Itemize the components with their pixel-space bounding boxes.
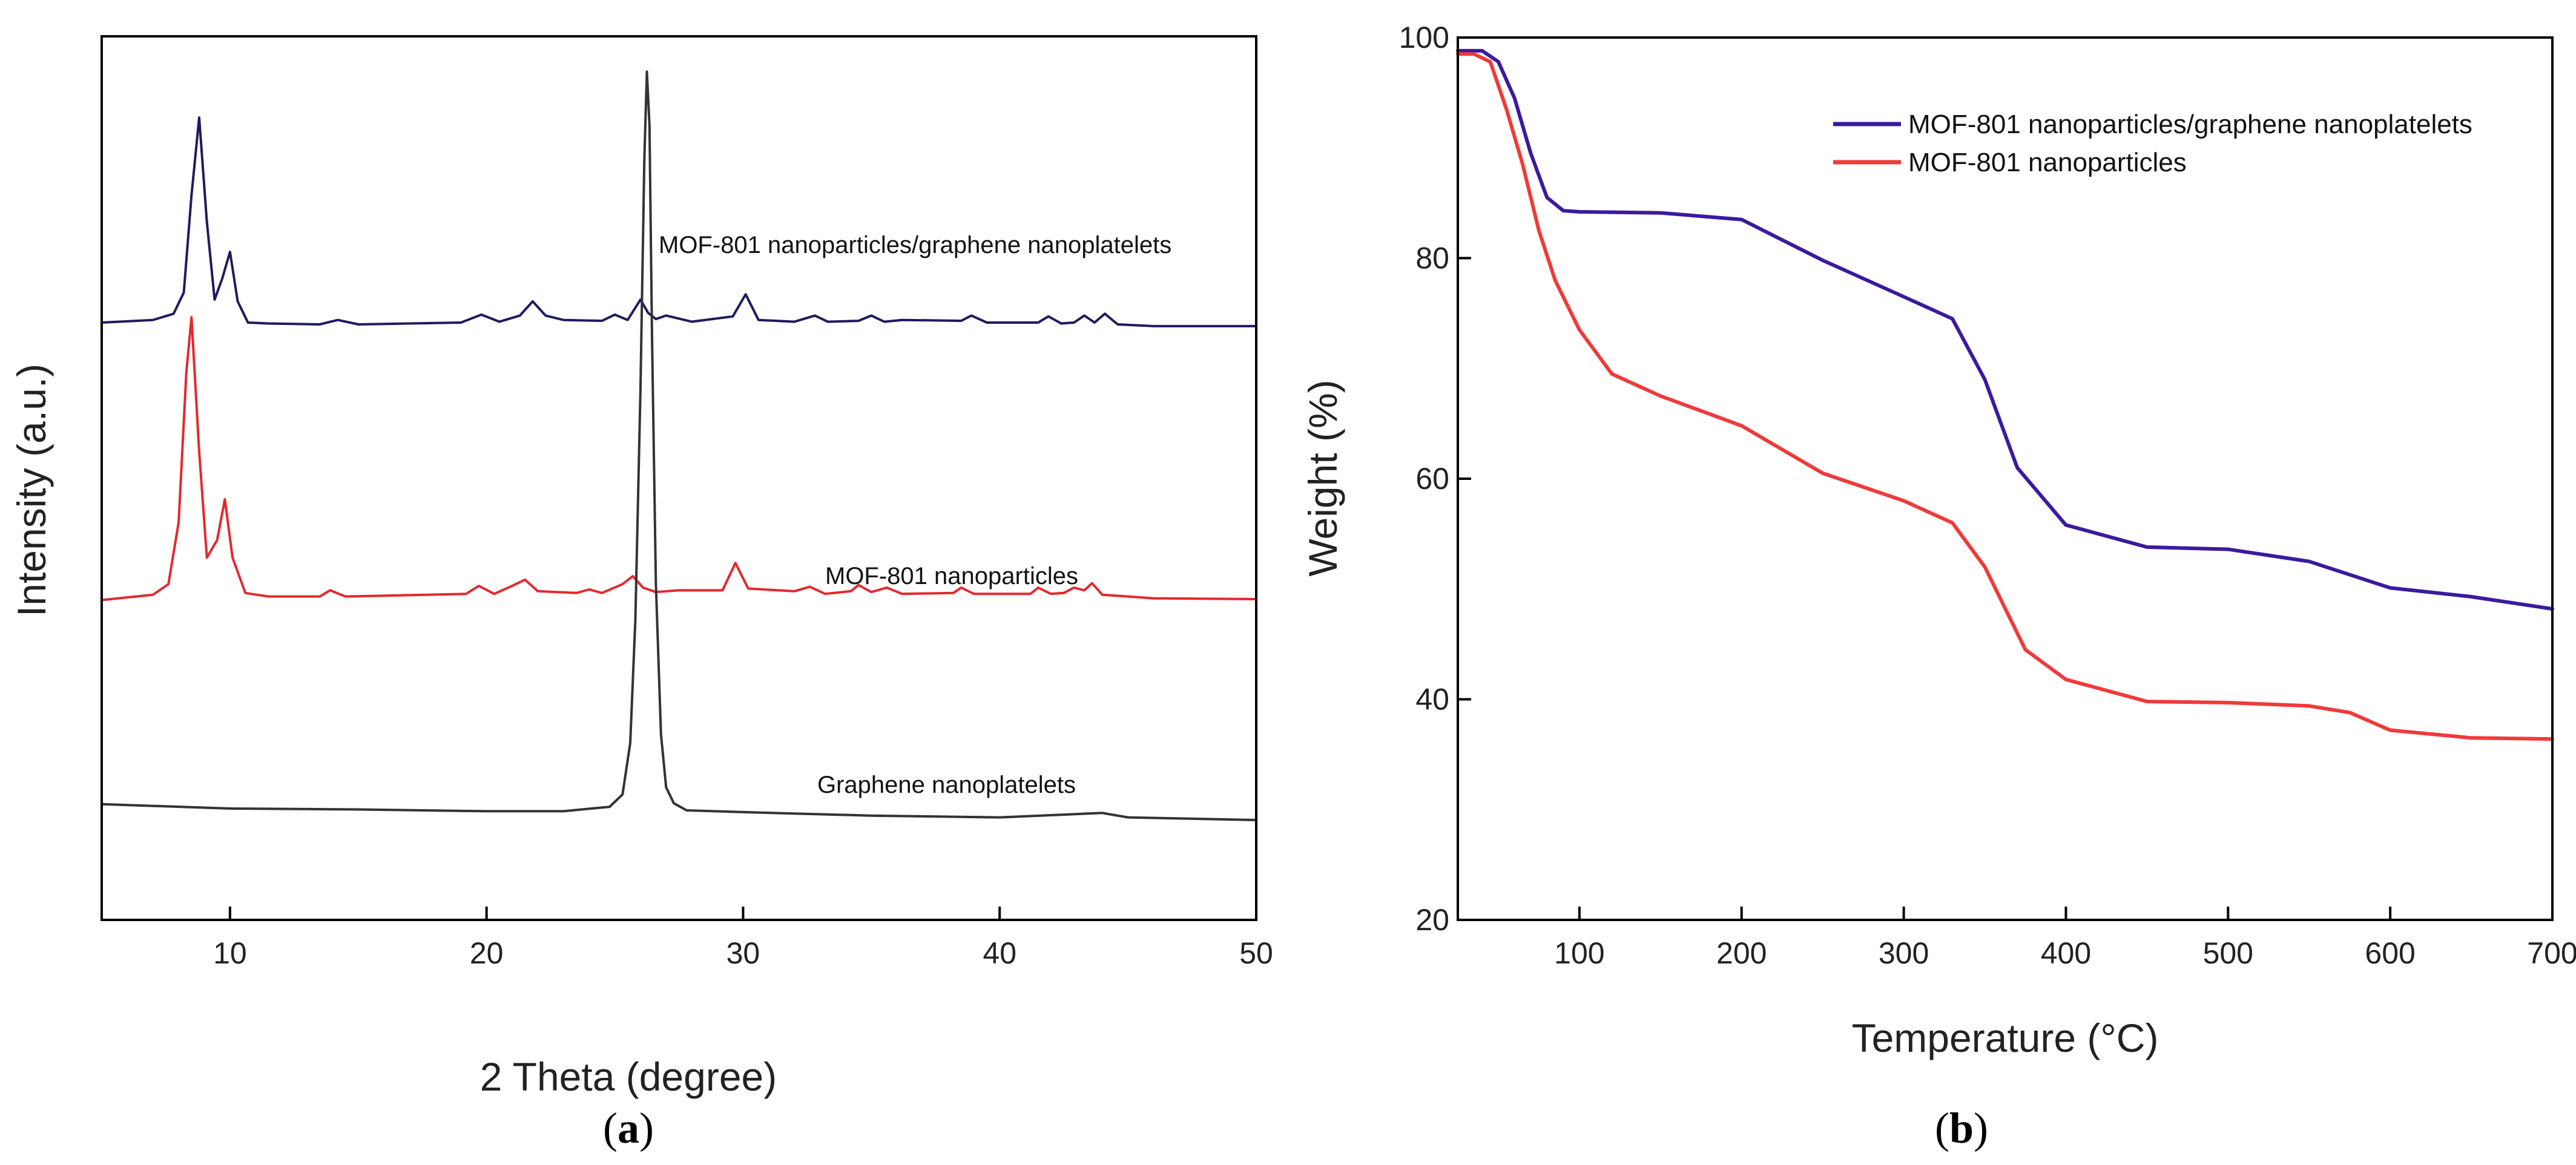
x-tick-label: 50 xyxy=(1239,936,1273,970)
legend-label-mof801-graphene: MOF-801 nanoparticles/graphene nanoplate… xyxy=(1908,110,2472,139)
panel-a-series-layer xyxy=(100,70,1257,821)
y-tick-label: 20 xyxy=(1415,903,1449,937)
x-tick-label: 200 xyxy=(1716,936,1767,970)
panel-a-label-open: ( xyxy=(603,1104,618,1152)
x-tick-label: 30 xyxy=(726,936,760,970)
legend-label-mof801: MOF-801 nanoparticles xyxy=(1908,148,2187,177)
panel-a-series-line-2 xyxy=(100,70,1257,821)
x-tick-label: 400 xyxy=(2041,936,2091,970)
y-tick-label: 40 xyxy=(1415,683,1449,717)
panel-b-series-line-0 xyxy=(1456,48,2554,611)
annotation-mof801-graphene: MOF-801 nanoparticles/graphene nanoplate… xyxy=(659,232,1171,258)
panel-label-a: (a) xyxy=(603,1104,654,1152)
panel-a-plot-frame xyxy=(100,35,1257,921)
panel-b-legend: MOF-801 nanoparticles/graphene nanoplate… xyxy=(1833,110,2472,177)
panel-a-label-letter: a xyxy=(618,1104,639,1152)
annotation-graphene: Graphene nanoplatelets xyxy=(817,772,1076,798)
panel-a-series-line-1 xyxy=(100,316,1257,602)
panel-b-label-close: ) xyxy=(1974,1104,1988,1152)
panel-a-x-axis-title: 2 Theta (degree) xyxy=(480,1054,777,1099)
panel-b-label-open: ( xyxy=(1935,1104,1949,1152)
panel-a-series-line-0 xyxy=(100,116,1257,327)
panel-b-y-axis-title: Weight (%) xyxy=(1300,379,1345,576)
panel-a-xrd-chart: 10 20 30 40 50 2 Theta (degree) Intensity (a… xyxy=(9,35,1273,1152)
panel-b-ticks-layer: 100 200 300 400 500 600 700 20 40 60 80 100 xyxy=(1399,21,2576,970)
panel-b-x-axis-title: Temperature (°C) xyxy=(1852,1016,2159,1060)
x-tick-label: 500 xyxy=(2203,936,2253,970)
x-tick-label: 40 xyxy=(983,936,1016,970)
panel-a-y-axis-title: Intensity (a.u.) xyxy=(9,364,54,617)
panel-b-tga-chart: 100 200 300 400 500 600 700 20 40 60 80 100 Tempera… xyxy=(1300,21,2576,1152)
y-tick-label: 80 xyxy=(1415,241,1449,275)
x-tick-label: 700 xyxy=(2527,936,2576,970)
x-tick-label: 20 xyxy=(470,936,504,970)
panel-b-series-line-1 xyxy=(1456,52,2554,741)
panel-a-label-close: ) xyxy=(639,1104,654,1152)
annotation-mof801: MOF-801 nanoparticles xyxy=(825,563,1078,589)
x-tick-label: 300 xyxy=(1879,936,1929,970)
y-tick-label: 100 xyxy=(1399,21,1449,54)
panel-b-label-letter: b xyxy=(1949,1104,1974,1152)
x-tick-label: 100 xyxy=(1554,936,1604,970)
panel-a-ticks-layer: 10 20 30 40 50 xyxy=(213,907,1273,970)
panel-b-series-layer xyxy=(1456,48,2554,741)
x-tick-label: 600 xyxy=(2365,936,2415,970)
x-tick-label: 10 xyxy=(213,936,247,970)
y-tick-label: 60 xyxy=(1415,462,1449,496)
panel-label-b: (b) xyxy=(1935,1104,1988,1152)
